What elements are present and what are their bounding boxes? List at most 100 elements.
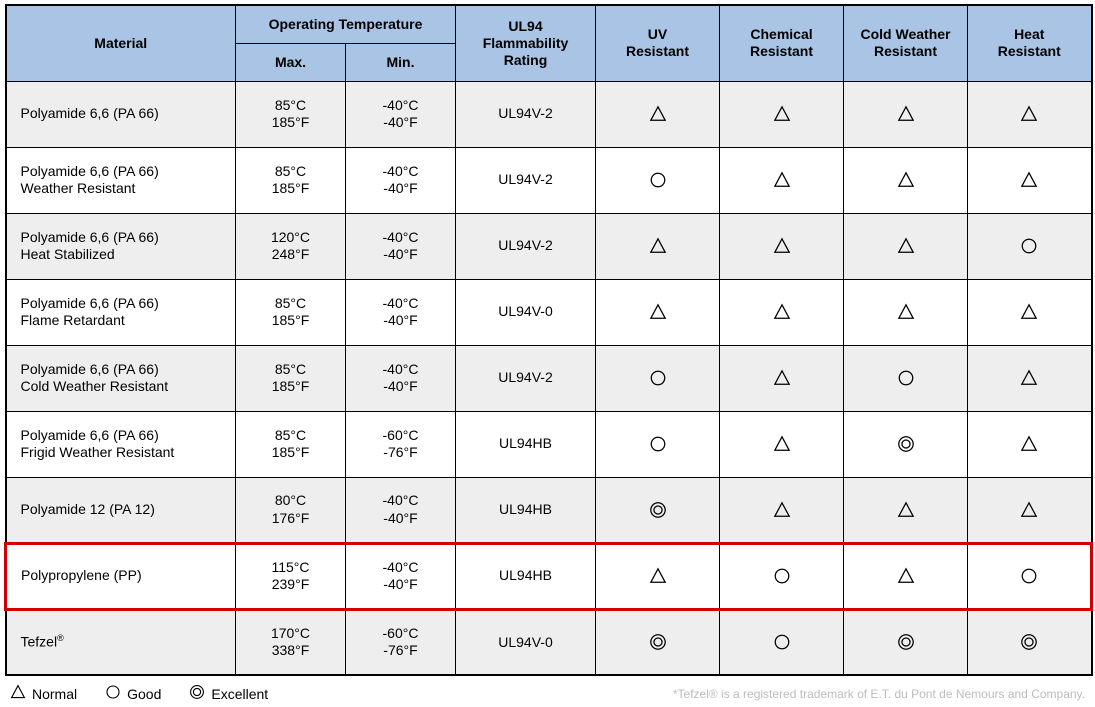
cell-ul94: UL94V-2 xyxy=(456,147,596,213)
cell-material: Tefzel® xyxy=(6,609,236,675)
legend-excellent-label: Excellent xyxy=(211,686,268,702)
cell-chem xyxy=(720,345,844,411)
cell-max-temp: 85°C185°F xyxy=(236,147,346,213)
col-material: Material xyxy=(6,5,236,81)
cell-chem xyxy=(720,147,844,213)
cell-cold xyxy=(844,609,968,675)
cell-max-temp: 85°C185°F xyxy=(236,81,346,147)
cell-uv xyxy=(596,477,720,543)
cell-cold xyxy=(844,279,968,345)
cell-max-temp: 85°C185°F xyxy=(236,279,346,345)
table-row: Polyamide 6,6 (PA 66)Flame Retardant85°C… xyxy=(6,279,1092,345)
cell-heat xyxy=(968,213,1092,279)
cell-uv xyxy=(596,213,720,279)
cell-chem xyxy=(720,477,844,543)
cell-ul94: UL94HB xyxy=(456,411,596,477)
cell-cold xyxy=(844,411,968,477)
cell-min-temp: -40°C-40°F xyxy=(346,81,456,147)
cell-max-temp: 115°C239°F xyxy=(236,543,346,609)
cell-heat xyxy=(968,477,1092,543)
cell-uv xyxy=(596,411,720,477)
cell-material: Polyamide 6,6 (PA 66)Weather Resistant xyxy=(6,147,236,213)
table-body: Polyamide 6,6 (PA 66)85°C185°F-40°C-40°F… xyxy=(6,81,1092,675)
cell-cold xyxy=(844,213,968,279)
cell-ul94: UL94HB xyxy=(456,477,596,543)
cell-ul94: UL94V-2 xyxy=(456,345,596,411)
cell-cold xyxy=(844,81,968,147)
table-row: Polyamide 12 (PA 12)80°C176°F-40°C-40°FU… xyxy=(6,477,1092,543)
legend-excellent: Excellent xyxy=(189,684,268,703)
cell-heat xyxy=(968,147,1092,213)
cell-ul94: UL94V-2 xyxy=(456,213,596,279)
cell-min-temp: -60°C-76°F xyxy=(346,609,456,675)
materials-table: Material Operating Temperature UL94 Flam… xyxy=(4,4,1093,676)
cell-max-temp: 170°C338°F xyxy=(236,609,346,675)
cell-max-temp: 85°C185°F xyxy=(236,345,346,411)
cell-min-temp: -40°C-40°F xyxy=(346,213,456,279)
cell-min-temp: -40°C-40°F xyxy=(346,279,456,345)
col-uv: UVResistant xyxy=(596,5,720,81)
col-heat: HeatResistant xyxy=(968,5,1092,81)
trademark-note: *Tefzel® is a registered trademark of E.… xyxy=(673,687,1085,701)
cell-heat xyxy=(968,411,1092,477)
table-row: Polyamide 6,6 (PA 66)Frigid Weather Resi… xyxy=(6,411,1092,477)
legend-normal-label: Normal xyxy=(32,686,77,702)
cell-uv xyxy=(596,81,720,147)
cell-chem xyxy=(720,279,844,345)
legend-good-label: Good xyxy=(127,686,161,702)
table-row: Polypropylene (PP)115°C239°F-40°C-40°FUL… xyxy=(6,543,1092,609)
cell-chem xyxy=(720,213,844,279)
cell-material: Polypropylene (PP) xyxy=(6,543,236,609)
cell-uv xyxy=(596,147,720,213)
cell-uv xyxy=(596,543,720,609)
cell-material: Polyamide 6,6 (PA 66)Frigid Weather Resi… xyxy=(6,411,236,477)
col-cold: Cold WeatherResistant xyxy=(844,5,968,81)
cell-ul94: UL94HB xyxy=(456,543,596,609)
col-max: Max. xyxy=(236,43,346,81)
col-min: Min. xyxy=(346,43,456,81)
legend-good: Good xyxy=(105,684,161,703)
cell-uv xyxy=(596,609,720,675)
cell-chem xyxy=(720,81,844,147)
cell-ul94: UL94V-0 xyxy=(456,609,596,675)
cell-cold xyxy=(844,147,968,213)
table-header: Material Operating Temperature UL94 Flam… xyxy=(6,5,1092,81)
cell-min-temp: -40°C-40°F xyxy=(346,477,456,543)
double-circle-icon xyxy=(189,684,205,703)
cell-heat xyxy=(968,279,1092,345)
cell-ul94: UL94V-2 xyxy=(456,81,596,147)
table-row: Polyamide 6,6 (PA 66)Weather Resistant85… xyxy=(6,147,1092,213)
cell-cold xyxy=(844,543,968,609)
col-operating-temp: Operating Temperature xyxy=(236,5,456,43)
cell-cold xyxy=(844,477,968,543)
table-row: Polyamide 6,6 (PA 66)85°C185°F-40°C-40°F… xyxy=(6,81,1092,147)
table-row: Polyamide 6,6 (PA 66)Heat Stabilized120°… xyxy=(6,213,1092,279)
cell-heat xyxy=(968,345,1092,411)
triangle-icon xyxy=(10,684,26,703)
cell-max-temp: 80°C176°F xyxy=(236,477,346,543)
cell-heat xyxy=(968,609,1092,675)
cell-min-temp: -60°C-76°F xyxy=(346,411,456,477)
cell-heat xyxy=(968,81,1092,147)
cell-min-temp: -40°C-40°F xyxy=(346,345,456,411)
cell-chem xyxy=(720,609,844,675)
circle-icon xyxy=(105,684,121,703)
legend-normal: Normal xyxy=(10,684,77,703)
col-chem: ChemicalResistant xyxy=(720,5,844,81)
cell-heat xyxy=(968,543,1092,609)
cell-chem xyxy=(720,543,844,609)
col-ul94: UL94 Flammability Rating xyxy=(456,5,596,81)
cell-chem xyxy=(720,411,844,477)
table-row: Polyamide 6,6 (PA 66)Cold Weather Resist… xyxy=(6,345,1092,411)
table-row: Tefzel®170°C338°F-60°C-76°FUL94V-0 xyxy=(6,609,1092,675)
cell-ul94: UL94V-0 xyxy=(456,279,596,345)
cell-material: Polyamide 6,6 (PA 66)Heat Stabilized xyxy=(6,213,236,279)
cell-uv xyxy=(596,345,720,411)
cell-uv xyxy=(596,279,720,345)
cell-material: Polyamide 6,6 (PA 66)Flame Retardant xyxy=(6,279,236,345)
cell-material: Polyamide 12 (PA 12) xyxy=(6,477,236,543)
cell-min-temp: -40°C-40°F xyxy=(346,147,456,213)
cell-max-temp: 120°C248°F xyxy=(236,213,346,279)
cell-max-temp: 85°C185°F xyxy=(236,411,346,477)
cell-material: Polyamide 6,6 (PA 66)Cold Weather Resist… xyxy=(6,345,236,411)
